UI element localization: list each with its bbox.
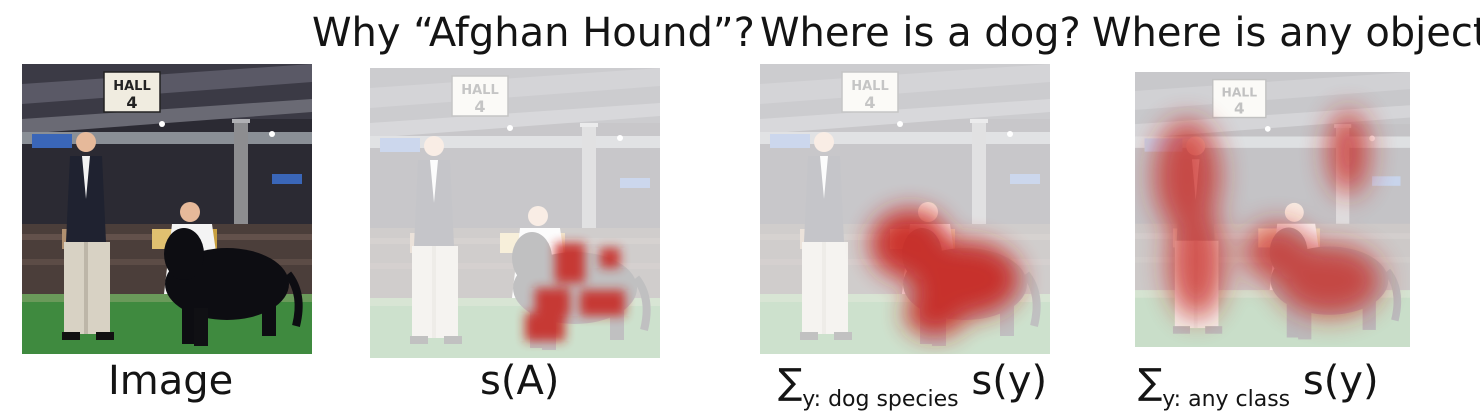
saliency-afghan-panel: HALL 4 — [370, 68, 660, 358]
title-afghan-hound: Why “Afghan Hound”? — [312, 10, 755, 56]
hall-sign-line1: HALL — [113, 79, 151, 94]
dog-sum-subscript: y: dog species — [802, 387, 959, 412]
dog-show-photo: HALL 4 — [22, 64, 312, 354]
saliency-object-map: HALL 4 — [1135, 72, 1410, 347]
object-sum-subscript: y: any class — [1162, 387, 1291, 412]
dog-sum-function: s(y) — [958, 358, 1048, 404]
hall-sign-line2: 4 — [126, 93, 137, 112]
sigma-symbol: ∑ — [778, 362, 803, 403]
sigma-symbol: ∑ — [1138, 362, 1163, 403]
caption-image: Image — [108, 358, 234, 404]
saliency-dog-panel: HALL 4 — [760, 64, 1050, 354]
saliency-object-panel: HALL 4 — [1135, 72, 1410, 347]
saliency-dog-map: HALL 4 — [760, 64, 1050, 354]
caption-dog-sum: ∑y: dog species s(y) — [778, 358, 1048, 412]
title-where-object: Where is any object? — [1092, 10, 1480, 56]
image-panel: HALL 4 — [22, 64, 312, 354]
caption-afghan-score: s(A) — [480, 358, 560, 404]
title-where-dog: Where is a dog? — [760, 10, 1081, 56]
object-sum-function: s(y) — [1290, 358, 1379, 404]
caption-object-sum: ∑y: any class s(y) — [1138, 358, 1379, 412]
saliency-afghan-map: HALL 4 — [370, 68, 660, 358]
